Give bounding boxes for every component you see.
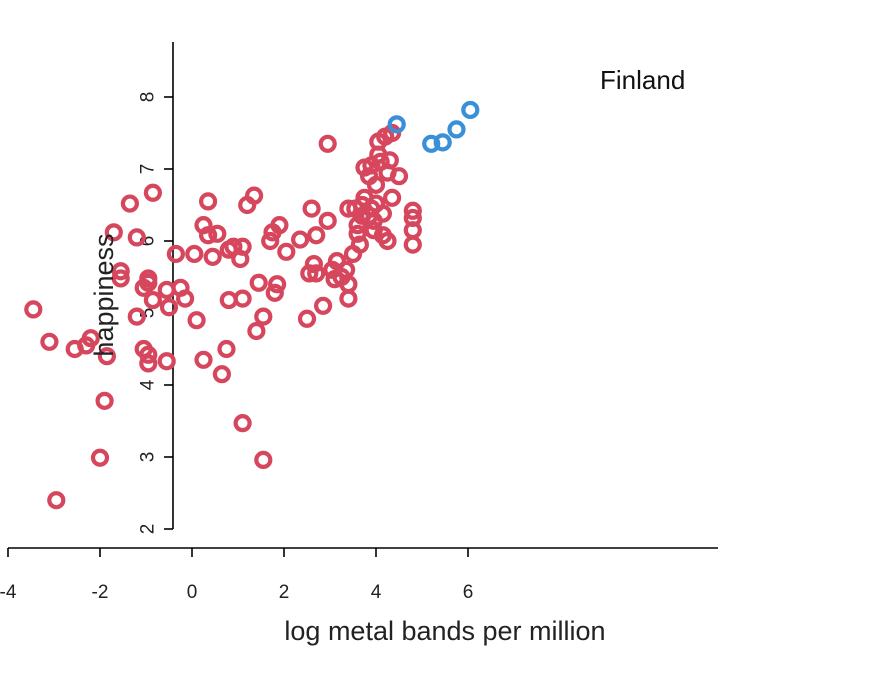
data-point [447,120,466,139]
data-point [176,289,195,308]
data-point [139,345,158,364]
data-point [348,224,367,243]
data-point [307,264,326,283]
x-tick-label: -4 [0,582,17,603]
y-tick-label: 6 [138,236,159,247]
data-point [461,100,480,120]
data-point [47,491,66,510]
data-point [378,231,397,251]
data-point [111,269,130,288]
data-point [291,230,310,249]
data-point [307,226,326,245]
x-tick-label: -2 [92,582,109,603]
data-point [254,307,273,326]
data-point [143,290,162,310]
data-point [233,414,252,433]
data-point [261,231,280,251]
data-point [139,354,158,373]
data-point [403,201,422,220]
data-point [265,283,284,302]
data-point [249,273,268,292]
y-tick-label: 3 [138,452,159,463]
data-point [187,311,206,330]
x-tick-label: 6 [463,582,474,603]
data-point [389,167,409,186]
data-point [104,223,123,242]
data-point [302,199,321,218]
x-tick-label: 4 [371,582,382,603]
data-points [24,100,480,510]
data-point [277,242,296,261]
data-point [208,224,227,243]
data-point [254,450,273,469]
data-point [297,309,317,328]
data-point [387,115,406,134]
data-point [373,204,392,223]
data-point [127,307,146,326]
data-point [199,226,218,245]
finland-annotation: Finland [600,65,685,95]
data-point [366,175,386,194]
data-point [433,133,452,152]
data-point [350,235,369,254]
data-point [95,391,114,410]
data-point [268,275,287,294]
y-tick-label: 8 [138,92,159,103]
y-tick-label: 4 [138,379,159,390]
y-tick-label: 7 [138,164,159,175]
y-axis-title: happiness [89,233,119,356]
data-point [383,188,402,207]
data-point [422,134,441,153]
data-point [199,192,218,211]
x-axis-title: log metal bands per million [284,616,605,646]
x-axis: -4 -2 0 2 4 6 [0,547,718,603]
data-point [212,365,231,384]
data-point [217,339,236,359]
data-point [97,347,117,366]
data-point [270,216,289,235]
data-point [318,211,337,230]
y-tick-label: 5 [138,308,159,319]
data-point [185,244,204,264]
data-point [403,235,422,254]
data-point [314,296,333,315]
x-tick-label: 2 [279,582,290,603]
data-point [24,300,43,319]
data-point [194,350,213,369]
data-point [233,289,252,308]
data-point [304,254,323,274]
data-point [247,321,266,341]
data-point [127,228,146,247]
data-point [166,244,185,264]
data-point [245,186,264,205]
data-point [231,249,250,269]
data-point [90,448,110,467]
data-point [318,134,337,153]
x-tick-label: 0 [187,582,198,603]
data-point [339,289,358,308]
y-tick-label: 2 [138,524,159,535]
data-point [40,332,59,351]
data-point [159,298,179,317]
data-point [139,269,158,288]
data-point [143,183,162,202]
data-point [157,280,176,300]
data-point [81,329,100,348]
data-point [120,194,139,213]
data-point [380,151,399,170]
data-point [157,352,176,371]
data-point [203,247,222,266]
data-point [111,262,130,281]
